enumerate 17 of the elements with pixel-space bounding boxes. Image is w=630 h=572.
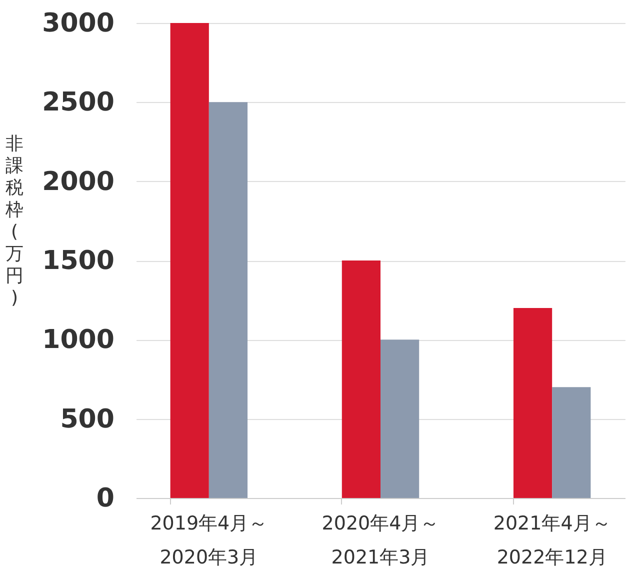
- y-tick-label: 0: [96, 484, 114, 514]
- y-axis-title: 非課税枠(万円): [4, 134, 24, 308]
- y-tick-label: 3000: [42, 8, 114, 38]
- x-tick-label: 2021年4月～ 2022年12月: [493, 512, 611, 568]
- bar: [208, 102, 248, 498]
- y-tick-label: 2000: [42, 166, 114, 197]
- bar: [513, 308, 552, 498]
- y-tick-label: 1000: [42, 325, 114, 356]
- y-tick-label: 500: [60, 404, 114, 434]
- bar: [342, 260, 380, 498]
- bar: [170, 23, 209, 498]
- bar: [380, 340, 420, 498]
- y-tick-label: 1500: [42, 246, 114, 276]
- x-tick-label: 2019年4月～ 2020年3月: [150, 512, 268, 568]
- bar: [552, 387, 591, 498]
- y-tick-label: 2500: [42, 88, 114, 118]
- x-tick-label: 2020年4月～ 2021年3月: [322, 512, 440, 568]
